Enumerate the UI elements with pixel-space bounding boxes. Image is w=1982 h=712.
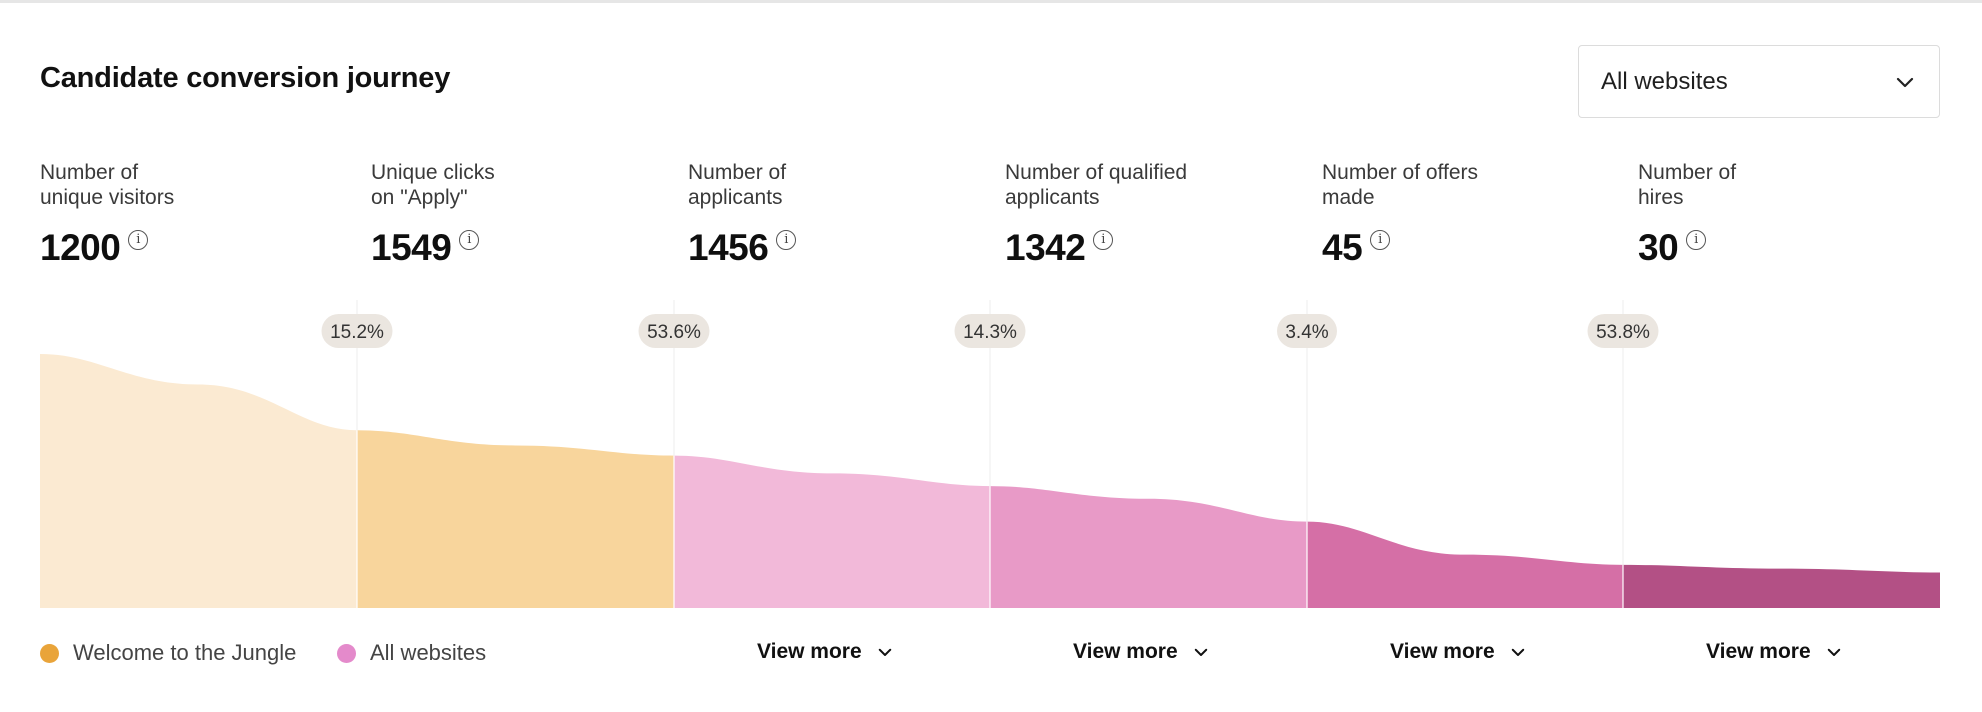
stage-value: 1342	[1005, 227, 1086, 268]
stage-label: Number of hires	[1638, 161, 1737, 209]
view-more-label: View more	[757, 640, 862, 663]
stage-label: Number of applicants	[688, 161, 787, 209]
conversion-rate-badge: 53.6%	[638, 314, 710, 348]
area-segment-6	[1623, 564, 1940, 608]
stage-value: 1200	[40, 227, 121, 268]
top-divider	[0, 0, 1982, 3]
stage-hires: Number of hires 30 i	[1638, 160, 1938, 268]
stage-label: Number of offers made	[1322, 161, 1479, 209]
chevron-down-icon	[1511, 648, 1524, 656]
conversion-rate-label: 14.3%	[963, 322, 1017, 343]
website-filter-dropdown[interactable]: All websites	[1578, 45, 1940, 118]
conversion-area-chart: 15.2% 53.6% 14.3% 3.4% 53.8%	[40, 300, 1940, 608]
view-more-label: View more	[1706, 640, 1811, 663]
view-more-button-applicants[interactable]: View more	[757, 640, 894, 664]
view-more-label: View more	[1073, 640, 1178, 663]
conversion-rate-label: 53.6%	[647, 322, 701, 343]
legend-item-all-websites: All websites	[337, 640, 486, 666]
chevron-down-icon	[1896, 77, 1914, 87]
dropdown-selected-value: All websites	[1601, 67, 1728, 95]
conversion-rate-pill	[321, 314, 393, 348]
conversion-rate-badge: 3.4%	[1277, 314, 1337, 348]
legend-label: All websites	[370, 640, 487, 665]
chevron-down-icon	[878, 648, 891, 656]
info-icon[interactable]: i	[1686, 230, 1707, 250]
chevron-down-icon	[1827, 648, 1840, 656]
legend-item-wttj: Welcome to the Jungle	[40, 640, 296, 666]
area-segment-1	[40, 354, 357, 608]
conversion-rate-badge: 15.2%	[321, 314, 393, 348]
info-icon[interactable]: i	[128, 230, 149, 250]
conversion-rate-pill	[1277, 314, 1337, 348]
stage-label: Unique clicks on "Apply"	[371, 161, 495, 209]
stage-value: 1549	[371, 227, 452, 268]
conversion-rate-badge: 53.8%	[1587, 314, 1659, 348]
conversion-rate-badge: 14.3%	[954, 314, 1026, 348]
conversion-rate-label: 53.8%	[1596, 322, 1650, 343]
legend-swatch	[40, 643, 59, 663]
stage-offers-made: Number of offers made 45 i	[1322, 160, 1622, 268]
area-segment-3	[674, 455, 990, 608]
stage-value: 1456	[688, 227, 769, 268]
view-more-button-offers[interactable]: View more	[1390, 640, 1527, 664]
stage-qualified-applicants: Number of qualified applicants 1342 i	[1005, 160, 1305, 268]
stage-unique-visitors: Number of unique visitors 1200 i	[40, 160, 340, 268]
stage-apply-clicks: Unique clicks on "Apply" 1549 i	[371, 160, 671, 268]
info-icon[interactable]: i	[1093, 230, 1114, 250]
area-segment-2	[357, 430, 674, 608]
view-more-label: View more	[1390, 640, 1495, 663]
area-segment-5	[1307, 521, 1623, 608]
stage-label: Number of qualified applicants	[1005, 161, 1188, 209]
chevron-down-icon	[1194, 648, 1207, 656]
stage-value: 45	[1322, 227, 1363, 268]
info-icon[interactable]: i	[776, 230, 797, 250]
conversion-rate-pill	[954, 314, 1026, 348]
legend-label: Welcome to the Jungle	[73, 640, 297, 665]
view-more-button-hires[interactable]: View more	[1706, 640, 1843, 664]
stage-label: Number of unique visitors	[40, 161, 175, 209]
view-more-button-qualified[interactable]: View more	[1073, 640, 1210, 664]
conversion-rate-pill	[1587, 314, 1659, 348]
area-segment-4	[990, 486, 1307, 608]
page-title: Candidate conversion journey	[40, 62, 451, 94]
stage-value: 30	[1638, 227, 1679, 268]
legend-swatch	[337, 643, 356, 663]
conversion-rate-label: 15.2%	[330, 322, 384, 343]
info-icon[interactable]: i	[459, 230, 480, 250]
conversion-rate-pill	[638, 314, 710, 348]
stage-applicants: Number of applicants 1456 i	[688, 160, 988, 268]
conversion-rate-label: 3.4%	[1285, 322, 1328, 343]
info-icon[interactable]: i	[1370, 230, 1391, 250]
